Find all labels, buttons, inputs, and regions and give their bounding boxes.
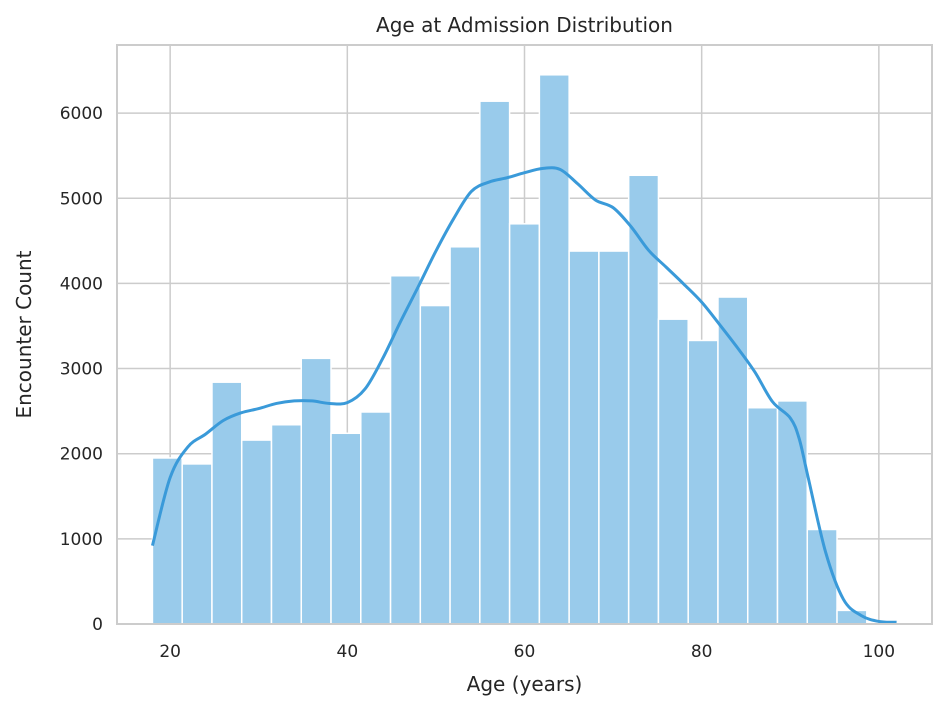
y-tick-label-0: 0	[92, 615, 103, 635]
histogram-bar-6	[330, 432, 362, 625]
histogram-bar-14	[568, 250, 600, 625]
plot-frame	[116, 44, 933, 625]
y-tick-labels: 0 1000 2000 3000 4000 5000 6000	[60, 104, 103, 635]
histogram-bar-10	[449, 246, 481, 625]
y-tick-label-4: 4000	[60, 274, 103, 294]
histogram-bar-9	[419, 304, 451, 625]
x-tick-label-2: 60	[514, 642, 536, 662]
histogram-bar-19	[717, 296, 749, 625]
kde-curve	[150, 166, 897, 624]
x-tick-label-1: 40	[337, 642, 359, 662]
y-tick-label-2: 2000	[60, 445, 103, 465]
histogram-bar-13	[538, 74, 570, 625]
histogram-bar-8	[389, 274, 422, 625]
histogram-bar-18	[687, 339, 719, 625]
kde-curve-group	[150, 166, 897, 624]
histogram-bar-17	[657, 318, 689, 625]
y-tick-label-6: 6000	[60, 104, 103, 124]
y-tick-label-3: 3000	[60, 360, 103, 380]
histogram-bar-2	[211, 381, 243, 625]
histogram-bar-3	[240, 439, 273, 625]
histogram-bar-1	[181, 463, 213, 625]
histogram-bar-15	[598, 250, 630, 625]
histogram-bar-20	[746, 406, 779, 625]
histogram-bar-12	[508, 223, 541, 625]
x-tick-label-3: 80	[691, 642, 713, 662]
chart-title: Age at Admission Distribution	[376, 13, 673, 37]
y-axis-label: Encounter Count	[12, 250, 36, 418]
y-tick-label-5: 5000	[60, 189, 103, 209]
histogram-bar-4	[270, 424, 303, 625]
histogram-bar-16	[627, 174, 660, 625]
x-axis-label: Age (years)	[467, 672, 583, 696]
histogram-bars	[151, 74, 868, 625]
x-tick-label-0: 20	[159, 642, 181, 662]
histogram-bar-21	[776, 400, 809, 625]
y-tick-label-1: 1000	[60, 530, 103, 550]
histogram-bar-5	[300, 357, 332, 625]
histogram-bar-7	[360, 411, 392, 625]
x-tick-label-4: 100	[863, 642, 895, 662]
x-tick-labels: 20 40 60 80 100	[159, 642, 895, 662]
